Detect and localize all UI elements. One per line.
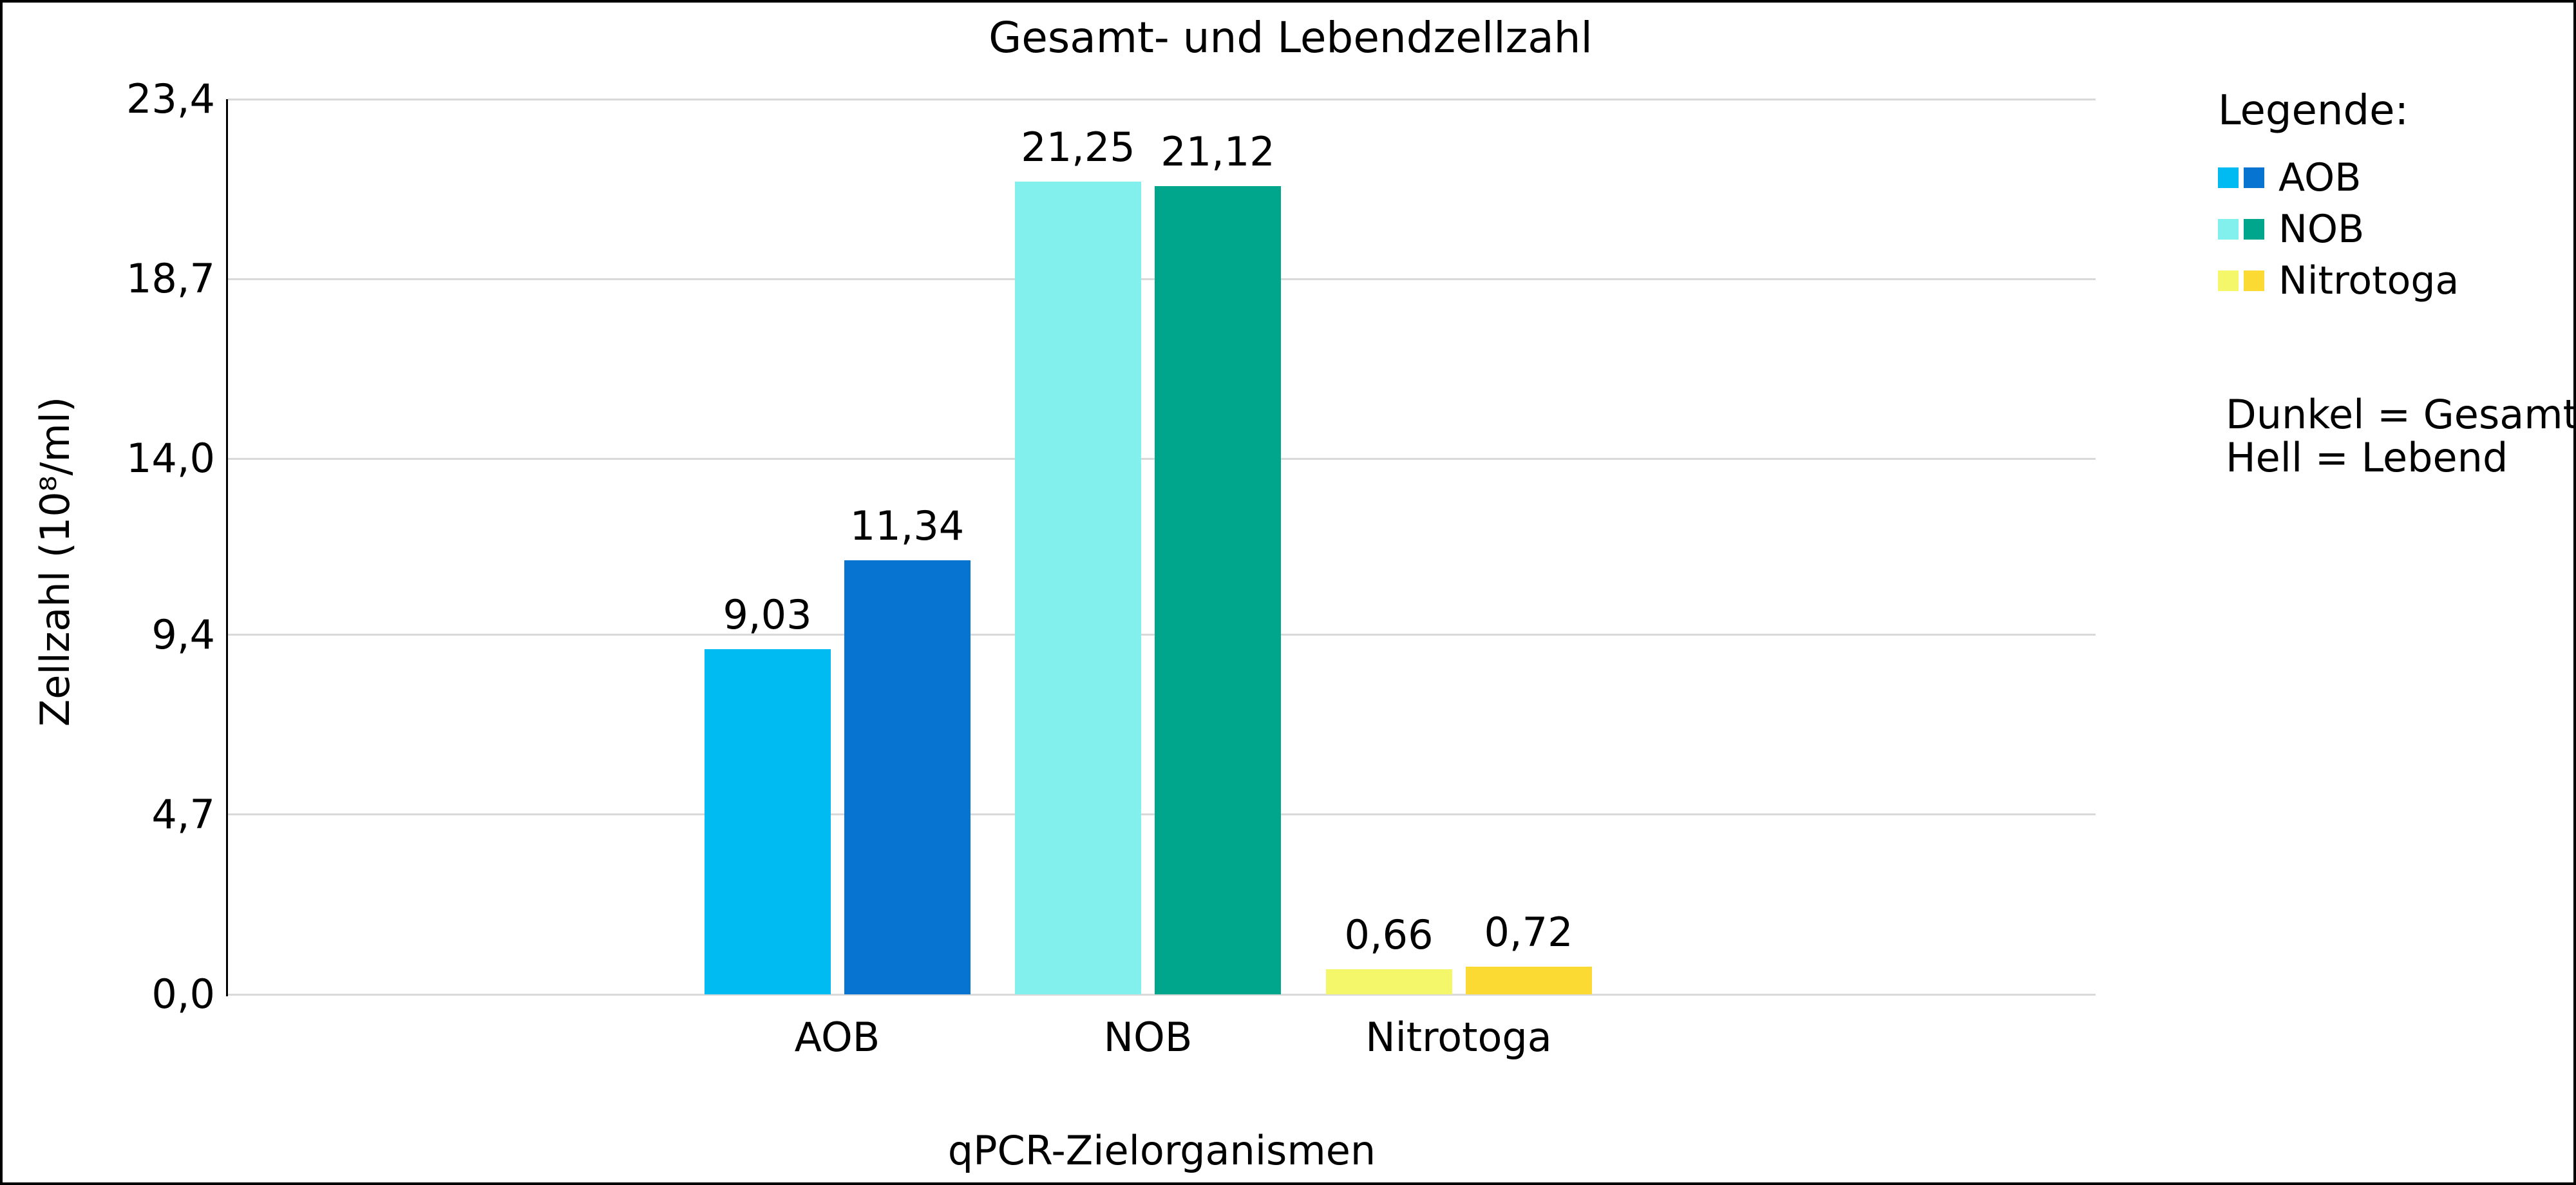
bar [844, 560, 971, 994]
bar [1325, 969, 1452, 994]
gridline [228, 993, 2096, 996]
bar-value-label: 0,72 [1484, 909, 1573, 956]
legend-swatch-light [2218, 270, 2239, 291]
y-axis-spine [226, 99, 228, 996]
x-tick-label: Nitrotoga [1365, 1014, 1552, 1061]
plot-area: 9,03 11,34 21,25 21,12 0,66 0,72 [226, 98, 2096, 996]
legend-swatch-dark [2244, 219, 2264, 240]
x-tick-label: AOB [794, 1014, 880, 1061]
legend-item: AOB [2218, 152, 2459, 204]
legend-note-dark: Dunkel = Gesamt [2226, 391, 2576, 438]
bar-value-label: 0,66 [1344, 911, 1434, 958]
bar-value-label: 11,34 [849, 502, 965, 550]
bar-value-label: 9,03 [723, 591, 812, 638]
bar [1015, 181, 1141, 994]
bar [1155, 186, 1281, 994]
bar-value-label: 21,12 [1160, 128, 1275, 176]
legend-item: Nitrotoga [2218, 255, 2459, 307]
y-tick-label: 0,0 [151, 971, 215, 1018]
legend-note: Dunkel = Gesamt Hell = Lebend [2226, 391, 2576, 481]
x-tick-label: NOB [1103, 1014, 1193, 1061]
gridline [228, 98, 2096, 100]
legend-swatch-dark [2244, 270, 2264, 291]
bar [704, 649, 831, 994]
bar-value-label: 21,25 [1021, 123, 1135, 171]
legend-item-label: NOB [2278, 207, 2365, 252]
chart-title: Gesamt- und Lebendzellzahl [989, 13, 1593, 62]
y-tick-label: 4,7 [151, 790, 215, 838]
y-tick-label: 23,4 [126, 75, 215, 122]
legend-items: AOB NOB Nitrotoga [2218, 152, 2459, 307]
legend-item: NOB [2218, 204, 2459, 255]
y-tick-label: 14,0 [126, 435, 215, 482]
y-tick-label: 18,7 [126, 255, 215, 303]
y-tick-label: 9,4 [151, 611, 215, 658]
legend-swatch-dark [2244, 167, 2264, 188]
legend-swatch-light [2218, 219, 2239, 240]
legend-item-label: Nitrotoga [2278, 258, 2459, 303]
legend-note-light: Hell = Lebend [2226, 434, 2508, 481]
legend-heading: Legende: [2218, 87, 2409, 135]
bar [1465, 967, 1592, 994]
legend-swatch-light [2218, 167, 2239, 188]
x-axis-label: qPCR-Zielorganismen [947, 1127, 1376, 1174]
legend-item-label: AOB [2278, 155, 2362, 200]
legend: Legende: AOB NOB Nitrotoga [2218, 86, 2459, 307]
